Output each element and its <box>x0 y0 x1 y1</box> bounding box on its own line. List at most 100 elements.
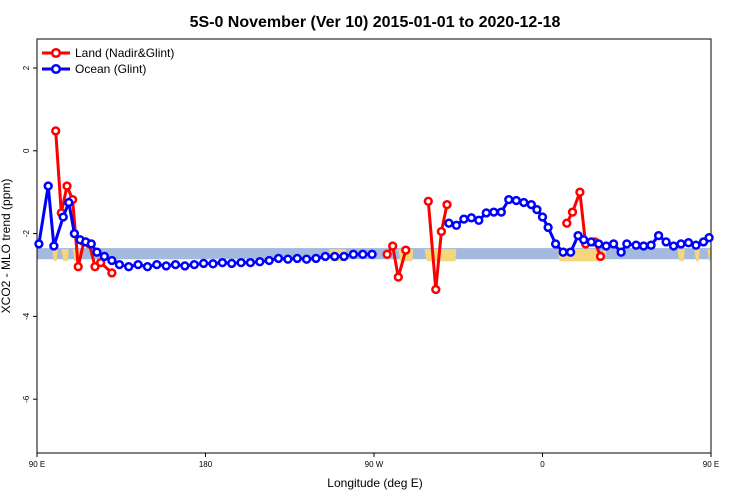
data-point <box>550 239 561 249</box>
data-point <box>358 249 368 259</box>
data-point <box>532 204 542 215</box>
legend-item: Land (Nadir&Glint) <box>42 46 174 60</box>
data-point <box>92 247 102 257</box>
data-point <box>62 181 72 191</box>
data-point <box>236 257 246 268</box>
data-point <box>73 262 83 272</box>
data-point <box>537 212 548 222</box>
y-tick-label: -4 <box>22 312 31 320</box>
data-point <box>198 258 209 269</box>
data-point <box>436 226 447 237</box>
data-point <box>622 239 632 249</box>
data-point <box>189 259 199 270</box>
data-point <box>567 207 578 217</box>
y-tick-label: 0 <box>22 148 31 153</box>
data-point <box>180 261 190 271</box>
land-patch <box>61 249 69 262</box>
data-point <box>170 259 181 270</box>
data-point <box>58 212 68 222</box>
x-axis-label: Longitude (deg E) <box>327 476 422 490</box>
data-point <box>107 255 117 266</box>
data-point <box>227 258 237 269</box>
data-point <box>264 255 274 266</box>
data-point <box>608 239 619 249</box>
data-point <box>142 262 153 272</box>
data-point <box>646 240 656 250</box>
data-point <box>49 241 59 251</box>
data-point <box>401 245 411 255</box>
data-point <box>382 249 392 259</box>
legend-marker <box>50 63 62 75</box>
data-point <box>543 222 553 233</box>
data-point <box>431 284 441 295</box>
series-ocean <box>34 181 714 272</box>
land-patch <box>677 249 685 262</box>
data-point <box>64 197 74 208</box>
data-point <box>451 220 462 230</box>
data-point <box>481 208 491 218</box>
data-point <box>489 207 499 217</box>
data-point <box>668 241 679 251</box>
y-axis-label: XCO2 - MLO trend (ppm) <box>0 179 13 314</box>
data-point <box>653 230 664 241</box>
data-point <box>152 259 162 270</box>
data-point <box>661 237 671 247</box>
y-tick-label: -2 <box>22 229 31 237</box>
series-layer <box>34 126 714 295</box>
x-tick-label: 90 E <box>29 460 45 469</box>
data-point <box>217 257 228 268</box>
data-point <box>594 239 604 249</box>
y-tick-label: 2 <box>22 65 31 70</box>
data-point <box>511 195 521 206</box>
data-point <box>562 218 572 228</box>
x-tick-label: 180 <box>199 460 213 469</box>
legend: Land (Nadir&Glint) Ocean (Glint) <box>42 46 174 76</box>
data-point <box>86 239 96 249</box>
data-point <box>311 253 321 264</box>
data-point <box>519 197 529 208</box>
data-point <box>255 257 265 267</box>
data-point <box>565 247 576 257</box>
data-point <box>330 251 340 262</box>
data-point <box>466 213 477 223</box>
data-point <box>496 207 506 217</box>
data-point <box>320 251 330 262</box>
data-point <box>704 233 714 243</box>
data-point <box>348 249 359 259</box>
data-point <box>107 268 117 278</box>
legend-marker <box>50 47 62 59</box>
data-point <box>133 259 143 270</box>
data-point <box>114 259 125 270</box>
data-point <box>43 181 53 191</box>
data-point <box>245 257 256 268</box>
data-point <box>558 247 568 257</box>
data-point <box>504 194 514 205</box>
data-point <box>579 235 589 245</box>
land-patch <box>694 249 700 262</box>
data-point <box>51 126 61 136</box>
data-point <box>616 247 626 257</box>
data-point <box>283 254 293 264</box>
data-point <box>586 237 596 247</box>
data-point <box>442 199 452 210</box>
y-tick-label: -6 <box>22 395 31 403</box>
land-patch <box>51 249 58 262</box>
series-line <box>385 244 408 279</box>
chart-title: 5S-0 November (Ver 10) 2015-01-01 to 202… <box>190 14 561 31</box>
data-point <box>393 272 403 282</box>
data-point <box>444 218 454 228</box>
data-point <box>691 240 701 250</box>
data-point <box>638 241 649 251</box>
data-point <box>339 251 349 262</box>
data-point <box>595 251 606 262</box>
data-point <box>301 254 312 264</box>
legend-item: Ocean (Glint) <box>42 62 146 76</box>
series-line <box>426 201 449 291</box>
data-point <box>459 214 469 224</box>
data-point <box>388 241 398 251</box>
data-point <box>90 262 100 272</box>
land-patch <box>707 249 711 262</box>
data-point <box>631 240 641 250</box>
x-tick-label: 0 <box>540 460 545 469</box>
